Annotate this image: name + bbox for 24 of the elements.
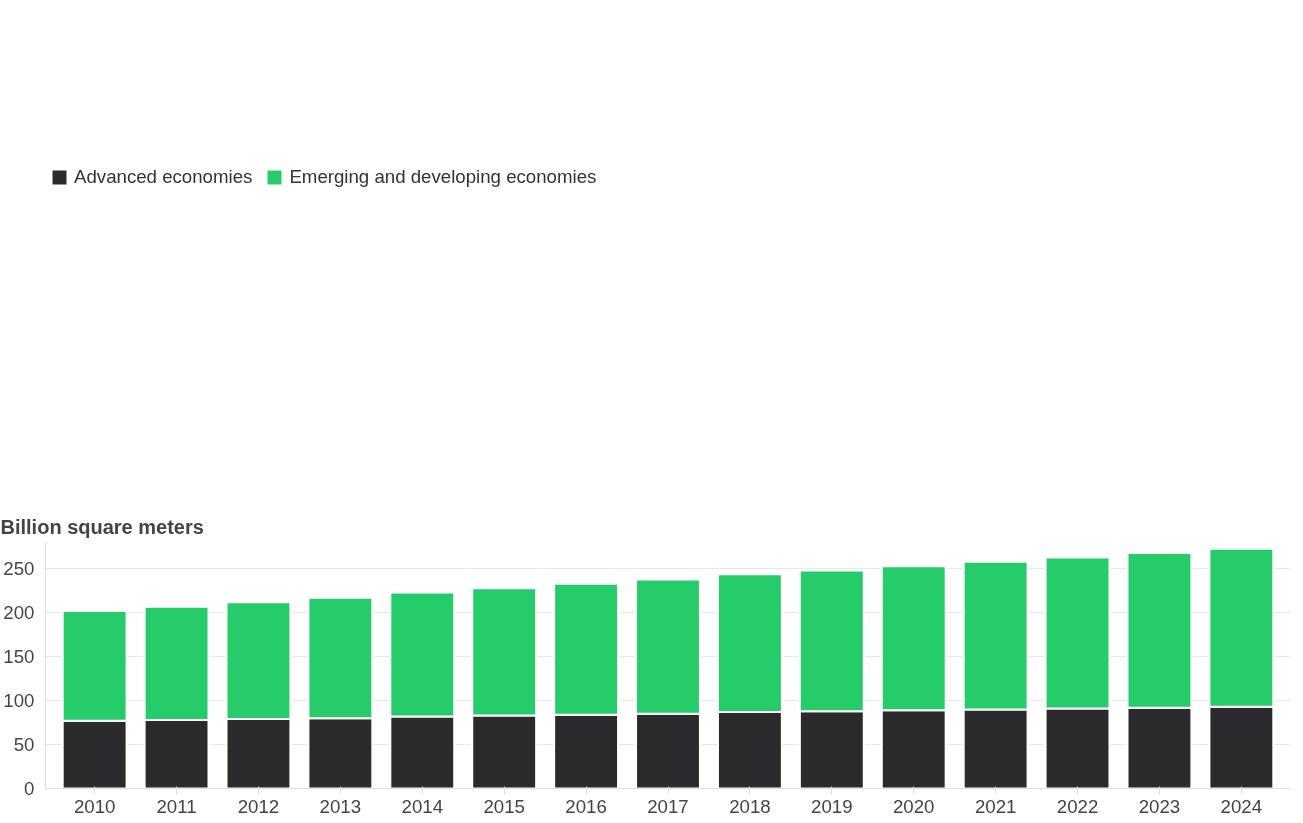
y-tick-label: 100 [3, 690, 35, 712]
y-tick-label: 250 [3, 558, 35, 580]
x-tick-label: 2021 [974, 795, 1017, 817]
x-tick-label: 2017 [647, 795, 689, 817]
y-tick-label: 150 [3, 646, 35, 668]
x-tick-label: 2023 [1138, 795, 1181, 817]
x-tick-label: 2016 [565, 795, 607, 817]
x-tick-label: 2015 [483, 795, 525, 817]
y-axis-title: Billion square meters [0, 515, 204, 538]
x-tick-label: 2024 [1220, 795, 1263, 817]
y-tick-label: 50 [13, 734, 35, 756]
legend-label: Emerging and developing economies [289, 166, 597, 188]
x-tick-label: 2020 [892, 795, 935, 817]
legend-label: Advanced economies [74, 166, 253, 188]
y-tick-label: 0 [24, 778, 35, 799]
x-tick-label: 2018 [729, 795, 771, 817]
y-tick-label: 200 [3, 602, 35, 624]
x-tick-label: 2019 [811, 795, 853, 817]
x-tick-label: 2014 [401, 795, 444, 817]
x-tick-label: 2010 [73, 795, 116, 817]
x-tick-label: 2012 [237, 795, 280, 817]
x-tick-label: 2011 [156, 795, 197, 817]
x-tick-label: 2013 [319, 795, 362, 817]
x-tick-label: 2022 [1056, 795, 1099, 817]
